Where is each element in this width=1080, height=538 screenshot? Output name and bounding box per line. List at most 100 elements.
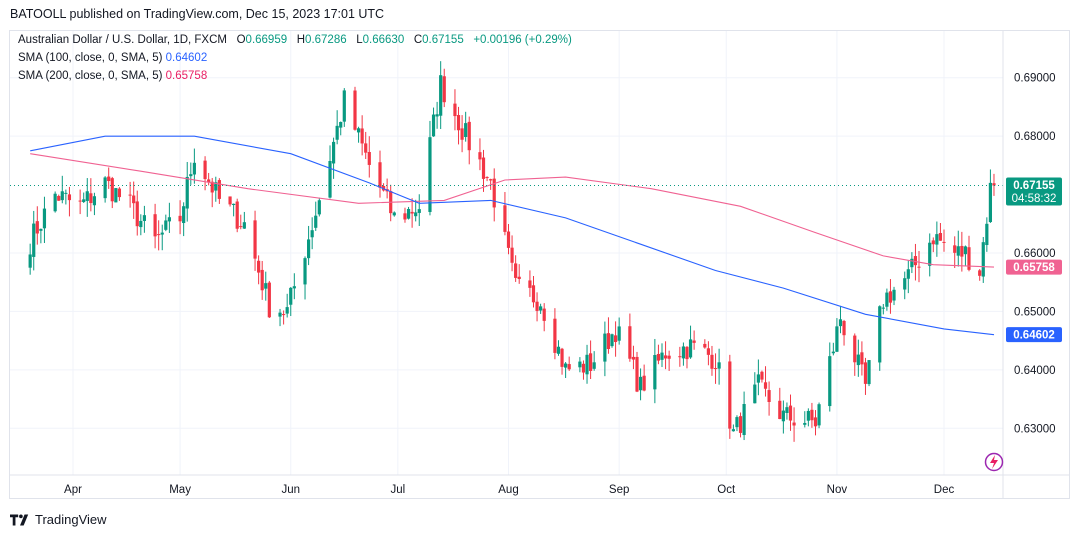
candle-body [431, 114, 436, 137]
candle-body [303, 258, 307, 285]
grid-lines [10, 31, 1003, 475]
last-price-badge-countdown: 04:58:32 [1012, 193, 1057, 205]
legend-sma200[interactable]: SMA (200, close, 0, SMA, 5) 0.65758 [18, 70, 207, 82]
candle-body [539, 306, 543, 311]
candle-body [706, 348, 711, 355]
candle-body [613, 335, 618, 343]
x-tick-label: Jun [281, 484, 300, 496]
candle-body [617, 326, 621, 341]
candle-body [232, 203, 236, 206]
candle-body [656, 353, 661, 361]
candle-body [485, 176, 489, 178]
candle-body [417, 209, 421, 213]
candle-body [606, 333, 611, 349]
y-tick-label: 0.69000 [1014, 73, 1056, 85]
candle-body [678, 356, 682, 358]
candle-body [85, 191, 89, 201]
candle-body [289, 287, 293, 305]
candle-body [92, 196, 97, 206]
candle-body [185, 176, 189, 209]
candle-body [803, 422, 807, 425]
candle-body [492, 178, 496, 208]
chart-frame [9, 30, 1070, 499]
sma200-line [30, 153, 995, 268]
candle-body [988, 182, 993, 223]
candle-body [57, 196, 61, 201]
candle-body [835, 326, 839, 352]
candle-body [331, 141, 336, 164]
candle-body [788, 405, 793, 421]
sma200-badge-bg [1006, 259, 1062, 275]
published-header: BATOOLL published on TradingView.com, De… [10, 7, 385, 21]
candle-body [107, 176, 111, 182]
candle-body [103, 177, 107, 199]
candle-body [310, 230, 314, 238]
candles [28, 61, 996, 442]
candle-body [39, 228, 43, 231]
candle-body [963, 246, 968, 255]
candle-body [503, 205, 507, 232]
candle-body [589, 353, 593, 371]
candle-body [906, 269, 910, 279]
candle-body [82, 199, 86, 203]
candle-body [867, 360, 871, 385]
candle-body [763, 382, 768, 389]
candle-body [406, 208, 411, 219]
candle-body [713, 368, 718, 370]
legend-sma100[interactable]: SMA (100, close, 0, SMA, 5) 0.64602 [18, 52, 207, 64]
sma200-label: SMA (200, close, 0, SMA, 5) [18, 70, 163, 82]
symbol-name: Australian Dollar / U.S. Dollar, 1D, FXC… [18, 34, 227, 46]
x-tick-label: Jul [390, 484, 405, 496]
candle-body [435, 114, 439, 117]
candle-body [878, 306, 882, 363]
y-tick-label: 0.66000 [1014, 248, 1056, 260]
candle-body [767, 390, 771, 403]
candle-body [542, 308, 546, 321]
candle-body [753, 384, 757, 404]
candle-body [564, 363, 568, 368]
candle-body [631, 356, 636, 360]
candle-body [442, 76, 446, 103]
x-tick-label: Aug [498, 484, 518, 496]
candle-body [182, 206, 186, 224]
candle-body [992, 183, 996, 186]
open-label: O [236, 34, 246, 46]
lightning-icon [984, 452, 1004, 472]
candle-body [139, 220, 143, 228]
candle-body [439, 75, 443, 116]
candle-body [531, 285, 536, 303]
candle-body [306, 239, 311, 259]
candle-body [164, 220, 168, 230]
candle-body [742, 404, 746, 436]
sma200-value: 0.65758 [165, 70, 208, 82]
candle-body [257, 260, 261, 273]
candle-body [967, 247, 971, 270]
change-value: +0.00196 (+0.29%) [473, 34, 572, 46]
candle-body [239, 226, 243, 228]
candle-body [692, 340, 696, 343]
candle-body [628, 326, 632, 359]
candle-body [153, 214, 157, 237]
last-price-badge-text: 0.67155 [1013, 180, 1055, 192]
candle-body [364, 143, 368, 153]
tradingview-footer[interactable]: TradingView [10, 512, 107, 527]
candle-body [228, 196, 232, 205]
candle-body [403, 213, 407, 220]
candle-body [585, 354, 589, 375]
candle-body [132, 195, 136, 204]
x-tick-label: Apr [64, 484, 82, 496]
candle-body [960, 245, 964, 257]
candle-body [813, 417, 818, 427]
candle-body [856, 354, 860, 366]
candle-body [128, 194, 132, 196]
candle-body [560, 348, 564, 367]
candle-body [481, 157, 486, 179]
candle-body [292, 286, 296, 289]
candle-body [117, 188, 122, 198]
candle-body [553, 318, 557, 353]
candle-body [685, 346, 689, 360]
candle-body [392, 212, 396, 216]
candle-body [953, 245, 957, 253]
candle-body [339, 121, 343, 128]
